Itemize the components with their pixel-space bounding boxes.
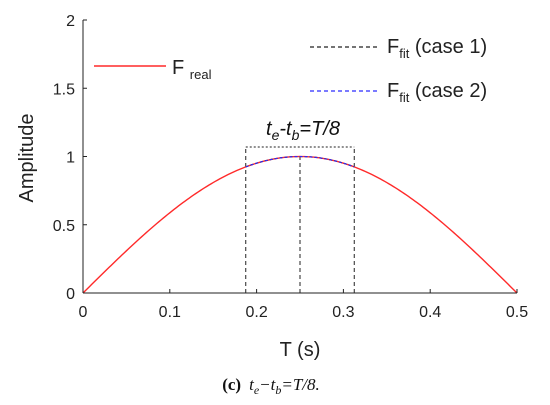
interval-annotation-mid: -t: [279, 118, 293, 140]
x-tick-label: 0.4: [419, 304, 441, 321]
legend-fit-case1-suffix: (case 1): [409, 36, 487, 58]
interval-annotation: te-tb=T/8: [266, 118, 340, 143]
x-axis-label: T (s): [280, 339, 321, 361]
caption-sub-e: e: [254, 383, 260, 397]
legend-fit-case1-main: F: [387, 36, 399, 58]
legend-real-main: F: [172, 57, 184, 79]
caption-mid: −t: [259, 375, 276, 394]
legend-fit-case2-main: F: [387, 80, 399, 102]
caption-gap: t: [249, 375, 255, 394]
legend-real-sub: real: [190, 67, 212, 82]
y-tick-label: 1.5: [53, 81, 75, 98]
y-tick-layer: 0 0.5 1 1.5 2: [53, 13, 87, 303]
legend-real: F real: [94, 57, 212, 82]
interval-annotation-tail: =T/8: [299, 118, 340, 140]
series-line-fit-case2: [245, 155, 355, 168]
legend-fit-case1: Ffit (case 1): [310, 36, 487, 61]
x-tick-label: 0.3: [332, 304, 354, 321]
legend-fit-case2: Ffit (case 2): [310, 80, 487, 105]
x-tick-label: 0: [79, 304, 88, 321]
x-tick-label: 0.2: [245, 304, 267, 321]
legend-fit-case2-sub: fit: [399, 90, 410, 105]
caption-tail: =T/8.: [281, 375, 319, 394]
plot-layer: [82, 146, 518, 294]
legend-fit-case1-label: Ffit (case 1): [387, 36, 487, 61]
x-tick-layer: 0 0.1 0.2 0.3 0.4 0.5: [79, 289, 528, 321]
interval-annotation-t1: t: [266, 118, 273, 140]
legend-fit-case2-suffix: (case 2): [409, 80, 487, 102]
y-tick-label: 2: [66, 13, 75, 30]
x-tick-label: 0.1: [159, 304, 181, 321]
caption-label: (c): [222, 375, 241, 394]
x-tick-label: 0.5: [506, 304, 528, 321]
legend-fit-case2-label: Ffit (case 2): [387, 80, 487, 105]
figure-caption: (c) te−tb=T/8.: [222, 375, 320, 397]
y-tick-label: 1: [66, 150, 75, 167]
legend-real-label: F real: [172, 57, 212, 82]
legend-fit-case1-sub: fit: [399, 46, 410, 61]
y-axis-label: Amplitude: [16, 114, 38, 203]
interval-annotation-sub-e: e: [272, 127, 280, 143]
y-tick-label: 0: [66, 286, 75, 303]
caption-sub-b: b: [275, 383, 281, 397]
y-tick-label: 0.5: [53, 218, 75, 235]
interval-annotation-sub-b: b: [292, 127, 300, 143]
